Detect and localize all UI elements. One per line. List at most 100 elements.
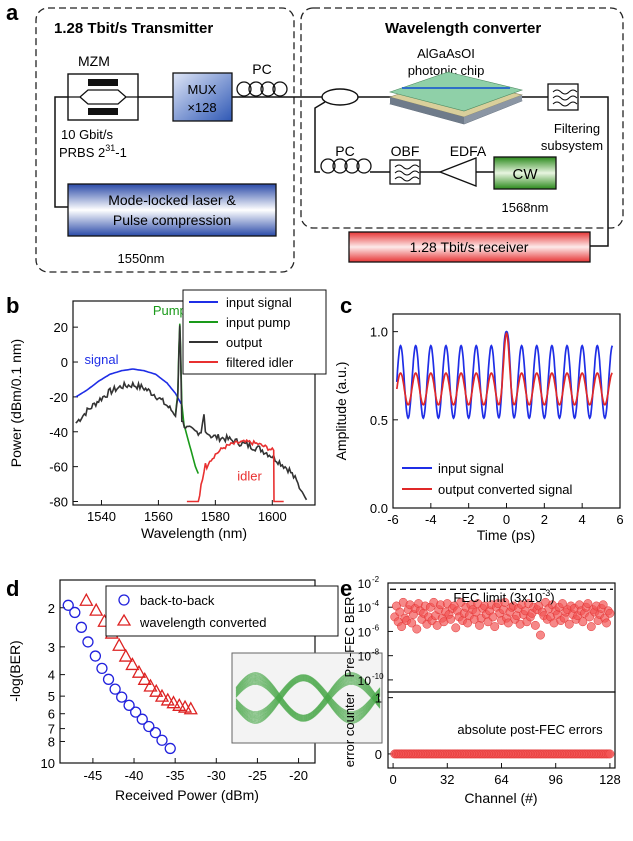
chart-e-top-ytick-exp: -2: [372, 575, 380, 584]
chart-b-ytick-label: 0: [61, 355, 68, 370]
eye-trace: [235, 675, 381, 718]
chart-e-top-ytick-label: 10: [358, 601, 372, 615]
filter-box: [547, 83, 579, 111]
chart-b-ytick-label: -80: [49, 495, 68, 510]
fiber-filter-receiver: [580, 96, 609, 247]
chart-b-legend-1: input signal: [226, 295, 292, 310]
prbs-exponent: 31: [105, 143, 115, 153]
chart-e-ber-point: [475, 620, 484, 630]
chart-d-point-wavelength-converted: [79, 592, 94, 606]
pc-tx-loops: [236, 81, 288, 97]
eye-trace: [235, 672, 381, 716]
chart-e-top-ytick-exp: -4: [372, 599, 380, 608]
chart-e-xtick-label: 64: [494, 772, 508, 787]
chart-d-point-back-to-back: [75, 621, 88, 633]
chart-b-annotation-pump: Pump: [153, 303, 187, 318]
chart-e-fec-label: FEC limit (3x10-3): [453, 588, 554, 605]
chart-d-xtick-label: -35: [166, 768, 185, 783]
chart-d-point-wavelength-converted: [131, 664, 147, 678]
chip-label-2: photonic chip: [408, 63, 485, 78]
eye-trace: [235, 674, 381, 713]
eye-trace: [235, 682, 381, 721]
chart-e-ber-point: [530, 620, 540, 630]
edfa-label: EDFA: [450, 143, 487, 159]
panel-letter-c: c: [340, 293, 352, 318]
chart-b-legend-4: filtered idler: [226, 355, 294, 370]
chart-b-ytick-label: -60: [49, 460, 68, 475]
chart-c-legend-2: output converted signal: [438, 482, 573, 497]
chart-e-ber-point: [412, 624, 422, 634]
chart-e-xlabel: Channel (#): [464, 790, 537, 806]
eye-trace: [235, 679, 381, 723]
chart-b-ytick-label: -20: [49, 390, 68, 405]
chart-e-ber-point: [602, 618, 611, 628]
eye-trace: [235, 683, 381, 722]
chart-e-ber-point: [583, 599, 593, 609]
chart-b-series: [75, 323, 308, 503]
chart-c-line-output-converted-signal: [395, 331, 613, 406]
obf-label: OBF: [391, 143, 420, 159]
chart-e-bottom-ytick-label: 0: [375, 747, 382, 762]
chart-d-eye-inset: [231, 652, 383, 744]
chart-e-ber-point: [586, 622, 596, 632]
chart-d-ytick-label: 5: [48, 689, 55, 704]
chart-d-ytick-label: 8: [48, 734, 55, 749]
chart-b-legend-2: input pump: [226, 315, 290, 330]
chart-d-point-back-to-back: [130, 706, 142, 718]
chart-e-ber-point: [488, 612, 498, 622]
eye-trace: [235, 676, 381, 718]
chart-e-ber-point: [451, 623, 461, 633]
cw-box: [493, 156, 557, 190]
chart-b-legend: input signal input pump output filtered …: [182, 289, 327, 375]
chart-b-line-input-signal: [75, 368, 182, 405]
chart-e-series: [390, 597, 615, 759]
chart-b-xlabel: Wavelength (nm): [141, 525, 247, 541]
pc-wc-label: PC: [335, 143, 354, 159]
chart-e-top-ytick-exp: -6: [372, 623, 380, 632]
mux-label-1: MUX: [188, 82, 217, 97]
prbs-base: PRBS 2: [59, 145, 105, 160]
obf-wave-icon: [394, 164, 420, 182]
chart-d-point-wavelength-converted: [166, 695, 181, 709]
chart-c-series: [395, 330, 614, 420]
chart-e-ber-point: [395, 607, 405, 617]
fiber-laser-loop: [54, 96, 68, 208]
chart-e-ber-point: [578, 617, 588, 627]
edfa-amplifier-icon: [438, 157, 477, 187]
eye-trace: [235, 678, 381, 719]
chart-e-xtick-label: 96: [548, 772, 562, 787]
chart-b-xtick-label: 1600: [258, 509, 287, 524]
chart-d-xlabel: Received Power (dBm): [115, 787, 259, 803]
chart-e-error-point: [605, 749, 615, 759]
coupler: [321, 88, 359, 106]
eye-trace: [235, 677, 381, 718]
chart-c-xtick-label: -4: [425, 512, 437, 527]
laser-label-1: Mode-locked laser &: [108, 192, 236, 208]
receiver-box: [348, 231, 591, 263]
panel-letter-e: e: [340, 576, 352, 601]
chart-d-point-wavelength-converted: [143, 678, 158, 692]
chart-b-line-filtered-idler: [186, 438, 284, 503]
photonic-chip: [388, 71, 524, 125]
mzm-electrode-top: [88, 79, 118, 86]
chart-d-point-wavelength-converted: [89, 602, 104, 616]
chart-d-point-wavelength-converted: [112, 637, 127, 651]
chart-e-post-fec-annotation: absolute post-FEC errors: [457, 722, 603, 737]
chart-d-legend: back-to-back wavelength converted: [105, 585, 339, 637]
chart-d-point-wavelength-converted: [183, 701, 198, 715]
panel-letter-a: a: [6, 0, 19, 25]
chart-d-point-wavelength-converted: [149, 683, 164, 697]
chart-e-top-ylabel: Pre-FEC BER: [342, 597, 357, 678]
eye-trace: [235, 680, 381, 720]
chart-d-point-back-to-back: [82, 636, 94, 648]
chart-e-top-ytick-label: 10: [358, 577, 372, 591]
chart-e-ber-point: [564, 619, 574, 629]
chart-d-legend-1: back-to-back: [140, 593, 215, 608]
chart-e-ber-point: [605, 608, 615, 618]
chart-e-ber-point: [500, 597, 510, 607]
chart-d-point-wavelength-converted: [125, 657, 140, 671]
filter-label-1: Filtering: [554, 121, 600, 136]
chart-d-legend-box: [105, 585, 339, 637]
chart-d-point-wavelength-converted: [118, 648, 133, 662]
